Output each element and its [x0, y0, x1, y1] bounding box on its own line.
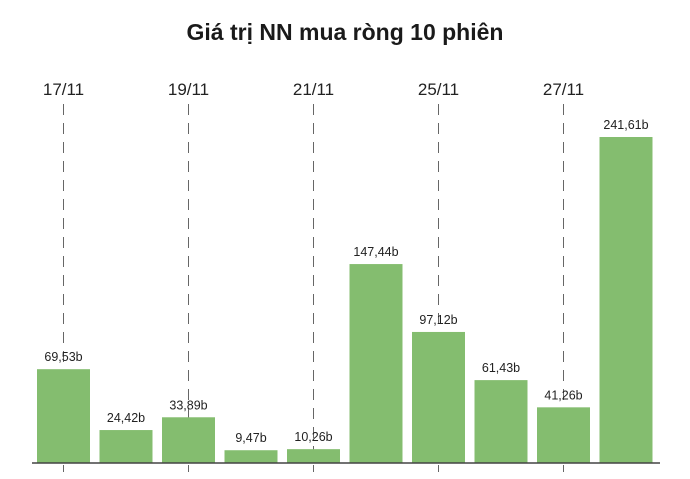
data-labels: 69,53b 24,42b 33,89b 9,47b 10,26b 147,44b 97,1…	[44, 118, 648, 445]
x-tick-label: 21/11	[293, 80, 334, 99]
data-label: 97,12b	[419, 313, 457, 327]
bar	[37, 369, 90, 463]
bar	[162, 417, 215, 463]
data-label: 24,42b	[107, 411, 145, 425]
x-tick-label: 19/11	[168, 80, 209, 99]
x-tick-label: 25/11	[418, 80, 459, 99]
bar	[599, 137, 653, 463]
x-tick-label: 17/11	[43, 80, 84, 99]
bar	[224, 450, 278, 463]
bar	[412, 331, 465, 463]
bars	[37, 137, 653, 463]
data-label: 9,47b	[235, 431, 266, 445]
x-tick-label: 27/11	[543, 80, 584, 99]
data-label: 33,89b	[169, 398, 207, 412]
bar	[537, 407, 590, 463]
data-label: 41,26b	[544, 388, 582, 402]
data-label: 147,44b	[353, 245, 398, 259]
data-label: 241,61b	[603, 118, 648, 132]
x-tick-labels: 17/11 19/11 21/11 25/11 27/11	[43, 80, 584, 99]
data-label: 61,43b	[482, 361, 520, 375]
chart-title: Giá trị NN mua ròng 10 phiên	[187, 19, 504, 45]
data-label: 10,26b	[294, 430, 332, 444]
bar	[287, 449, 340, 463]
bar	[474, 380, 528, 463]
bar	[349, 264, 403, 463]
bar	[99, 430, 153, 463]
data-label: 69,53b	[44, 350, 82, 364]
